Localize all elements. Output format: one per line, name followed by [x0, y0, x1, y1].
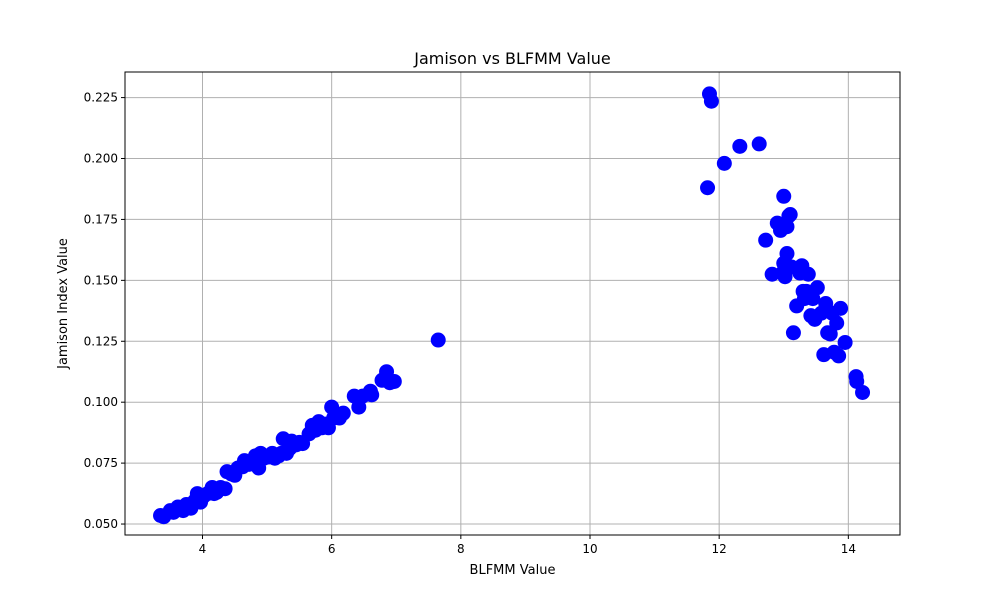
scatter-point: [776, 188, 792, 204]
x-tick-label: 8: [457, 542, 465, 556]
y-tick-label: 0.175: [84, 212, 118, 226]
scatter-point: [700, 180, 716, 196]
scatter-point: [822, 326, 838, 342]
scatter-points: [153, 86, 871, 525]
scatter-point: [837, 334, 853, 350]
y-tick-label: 0.075: [84, 456, 118, 470]
x-tick-label: 4: [199, 542, 207, 556]
scatter-point: [855, 384, 871, 400]
scatter-point: [809, 280, 825, 296]
chart-title: Jamison vs BLFMM Value: [413, 49, 611, 68]
scatter-point: [800, 266, 816, 282]
y-axis-label: Jamison Index Value: [56, 238, 71, 370]
scatter-point: [831, 348, 847, 364]
scatter-point: [430, 332, 446, 348]
grid-lines: [125, 72, 900, 535]
x-axis-ticks: 4 6 8 10 12 14: [199, 535, 856, 556]
scatter-point: [703, 93, 719, 109]
scatter-point: [716, 155, 732, 171]
y-tick-label: 0.200: [84, 152, 118, 166]
scatter-point: [386, 373, 402, 389]
x-tick-label: 14: [841, 542, 856, 556]
scatter-point: [758, 232, 774, 248]
y-tick-label: 0.150: [84, 273, 118, 287]
y-axis-ticks: 0.050 0.075 0.100 0.125 0.150 0.175 0.200 0.225: [84, 91, 125, 531]
scatter-point: [751, 136, 767, 152]
scatter-point: [335, 405, 351, 421]
y-tick-label: 0.050: [84, 517, 118, 531]
scatter-point: [779, 246, 795, 262]
y-tick-label: 0.225: [84, 91, 118, 105]
x-tick-label: 10: [582, 542, 597, 556]
x-tick-label: 6: [328, 542, 336, 556]
y-tick-label: 0.125: [84, 334, 118, 348]
scatter-point: [217, 481, 233, 497]
scatter-point: [782, 207, 798, 223]
scatter-point: [732, 138, 748, 154]
scatter-point: [829, 315, 845, 331]
scatter-point: [785, 325, 801, 341]
x-axis-label: BLFMM Value: [470, 563, 556, 578]
scatter-point: [849, 373, 865, 389]
plot-frame: [124, 71, 901, 536]
y-tick-label: 0.100: [84, 395, 118, 409]
x-tick-label: 12: [712, 542, 727, 556]
scatter-point: [364, 387, 380, 403]
scatter-point: [833, 300, 849, 316]
